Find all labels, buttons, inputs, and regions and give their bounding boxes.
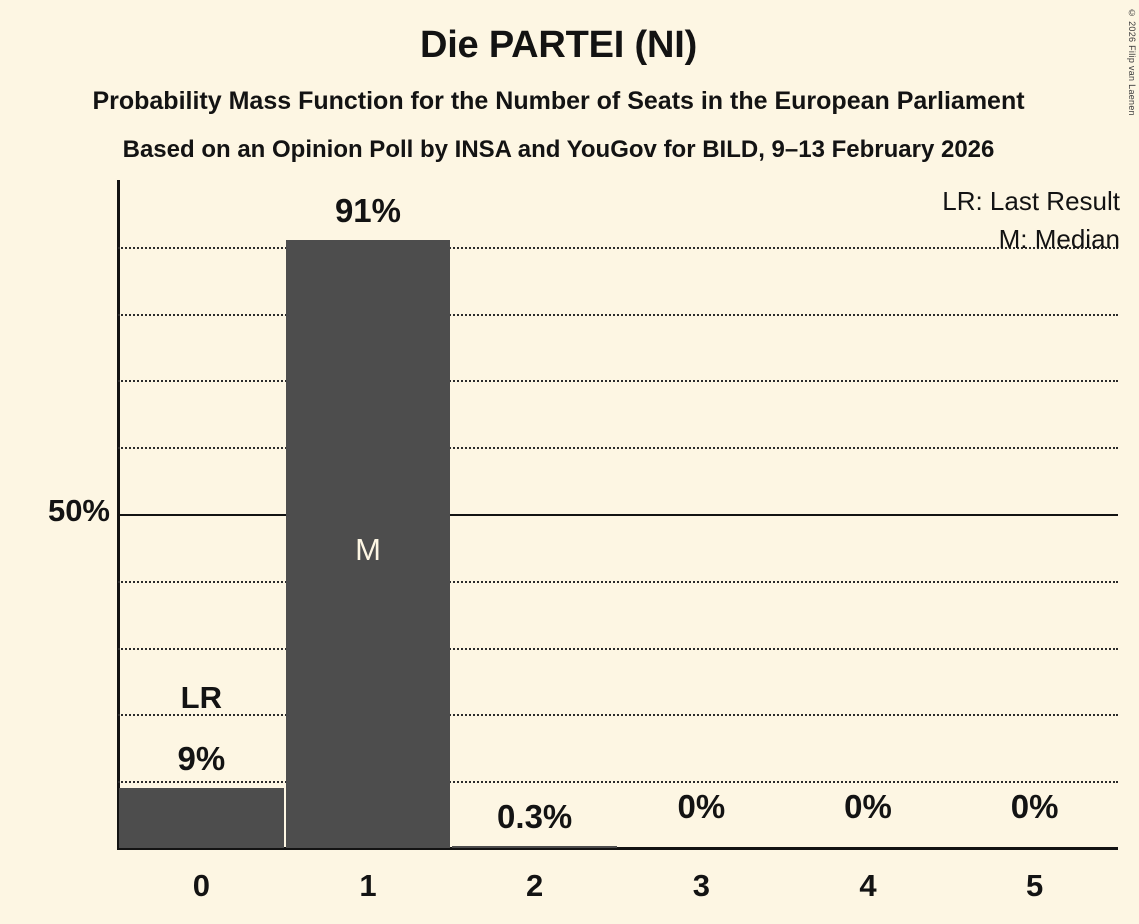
plot-area: M bbox=[118, 180, 1118, 848]
x-tick-label-0: 0 bbox=[192, 868, 210, 903]
gridline-90 bbox=[118, 246, 1118, 249]
chart-subtitle: Probability Mass Function for the Number… bbox=[92, 87, 1025, 115]
value-label-1: 91% bbox=[334, 192, 402, 230]
x-tick-label-5: 5 bbox=[1026, 868, 1044, 903]
value-label-3: 0% bbox=[677, 788, 726, 825]
copyright-notice: © 2026 Filip van Laenen bbox=[1127, 8, 1137, 116]
last-result-marker: LR bbox=[180, 679, 222, 715]
legend-median: M: Median bbox=[998, 224, 1120, 254]
gridline-50 bbox=[118, 514, 1118, 516]
value-label-4: 0% bbox=[844, 788, 892, 825]
gridline-80 bbox=[118, 313, 1118, 316]
gridline-70 bbox=[118, 380, 1118, 383]
chart-source-note: Based on an Opinion Poll by INSA and You… bbox=[122, 136, 995, 163]
bar-0 bbox=[119, 787, 284, 848]
chart-title: Die PARTEI (NI) bbox=[419, 24, 698, 66]
bar-1: M bbox=[285, 240, 451, 848]
x-axis-line bbox=[117, 847, 1118, 850]
bar-2 bbox=[452, 845, 617, 848]
gridline-30 bbox=[118, 647, 1118, 650]
value-label-0: 9% bbox=[177, 739, 226, 777]
x-tick-label-2: 2 bbox=[526, 868, 544, 903]
y-tick-label-50%: 50% bbox=[47, 493, 110, 528]
x-tick-label-4: 4 bbox=[859, 868, 877, 903]
median-marker: M bbox=[355, 532, 381, 568]
gridline-20 bbox=[118, 714, 1118, 717]
value-label-2: 0.3% bbox=[497, 797, 573, 835]
x-tick-label-3: 3 bbox=[692, 868, 710, 903]
gridline-40 bbox=[118, 580, 1118, 583]
gridline-60 bbox=[118, 447, 1118, 450]
x-tick-label-1: 1 bbox=[359, 868, 377, 903]
value-label-5: 0% bbox=[1010, 788, 1059, 825]
legend-last-result: LR: Last Result bbox=[942, 186, 1120, 216]
gridline-10 bbox=[118, 781, 1118, 784]
